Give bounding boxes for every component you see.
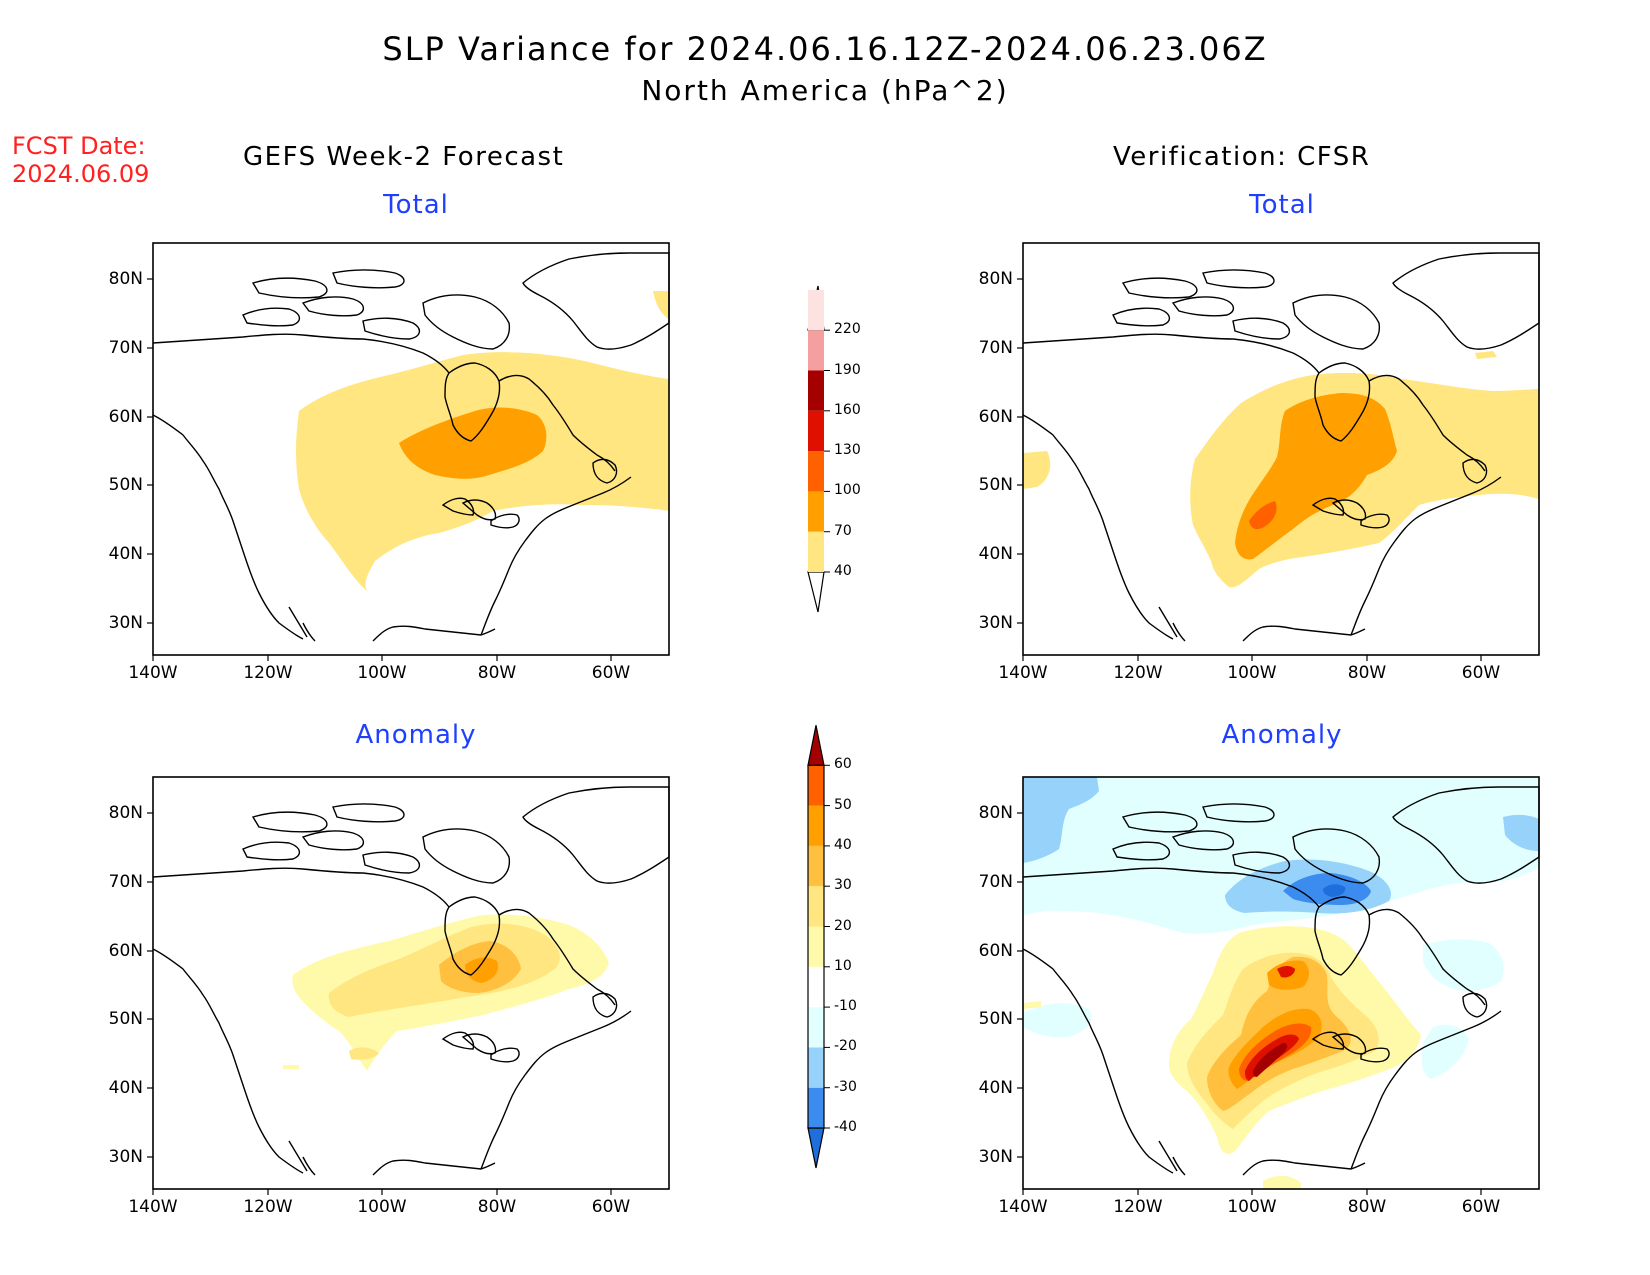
colorbar-total-swatch bbox=[808, 491, 824, 532]
lon-tick-label: 80W bbox=[477, 1197, 517, 1217]
title-line-2: North America (hPa^2) bbox=[641, 74, 1009, 107]
map-panel-cfsr-anomaly bbox=[1016, 776, 1540, 1196]
colorbar-total-swatch bbox=[808, 289, 824, 331]
colorbar-anomaly-swatch bbox=[808, 765, 824, 806]
colorbar-total-label: 190 bbox=[834, 361, 861, 378]
colorbar-total bbox=[807, 285, 830, 613]
lon-tick-label: 100W bbox=[1227, 1197, 1277, 1217]
colorbar-anomaly-swatch bbox=[808, 1007, 824, 1048]
title-line-1: SLP Variance for 2024.06.16.12Z-2024.06.… bbox=[382, 30, 1268, 68]
lat-tick-label: 30N bbox=[978, 1147, 1013, 1167]
lat-tick-label: 80N bbox=[108, 269, 143, 289]
colorbar-anomaly-label: 30 bbox=[834, 877, 852, 894]
lat-tick-label: 50N bbox=[978, 1009, 1013, 1029]
lon-tick-label: 140W bbox=[998, 663, 1048, 683]
colorbar-anomaly-label: -30 bbox=[834, 1078, 857, 1095]
lon-tick-label: 120W bbox=[1113, 1197, 1163, 1217]
lon-tick-label: 140W bbox=[128, 1197, 178, 1217]
lat-tick-label: 80N bbox=[978, 269, 1013, 289]
map-panel-gefs-total bbox=[146, 242, 670, 662]
colorbar-total-label: 160 bbox=[834, 401, 861, 418]
colorbar-anomaly-swatch bbox=[808, 845, 824, 887]
fcst-date-value: 2024.06.09 bbox=[12, 160, 150, 188]
colorbar-anomaly-label: 50 bbox=[834, 796, 852, 813]
lat-tick-label: 60N bbox=[108, 941, 143, 961]
colorbar-anomaly-lower-arrow bbox=[807, 1127, 825, 1169]
lon-tick-label: 60W bbox=[591, 663, 631, 683]
lon-tick-label: 120W bbox=[1113, 663, 1163, 683]
lon-tick-label: 140W bbox=[128, 663, 178, 683]
map-panel-gefs-anomaly bbox=[146, 776, 670, 1196]
lon-tick-label: 120W bbox=[243, 663, 293, 683]
lon-tick-label: 140W bbox=[998, 1197, 1048, 1217]
colorbar-total-lower-arrow bbox=[807, 571, 825, 613]
lon-tick-label: 60W bbox=[591, 1197, 631, 1217]
panel-title-gefs-anomaly: Anomaly bbox=[355, 720, 477, 750]
map-panel-cfsr-total bbox=[1016, 242, 1540, 662]
lat-tick-label: 30N bbox=[978, 613, 1013, 633]
fcst-date-label: FCST Date: bbox=[12, 132, 146, 160]
colorbar-anomaly-swatch bbox=[808, 1087, 824, 1128]
colorbar-total-label: 40 bbox=[834, 563, 852, 579]
lat-tick-label: 50N bbox=[108, 475, 143, 495]
lat-tick-label: 40N bbox=[978, 1078, 1013, 1098]
panel-title-cfsr-anomaly: Anomaly bbox=[1221, 720, 1343, 750]
lat-tick-label: 50N bbox=[108, 1009, 143, 1029]
lat-tick-label: 40N bbox=[108, 544, 143, 564]
colorbar-anomaly-label: 20 bbox=[834, 917, 852, 934]
lat-tick-label: 60N bbox=[978, 407, 1013, 427]
colorbar-anomaly-upper-arrow bbox=[807, 725, 825, 766]
colorbar-anomaly-swatch bbox=[808, 926, 824, 967]
lat-tick-label: 30N bbox=[108, 1147, 143, 1167]
lon-tick-label: 80W bbox=[477, 663, 517, 683]
lat-tick-label: 30N bbox=[108, 613, 143, 633]
colorbar-anomaly-label: -20 bbox=[834, 1038, 857, 1055]
colorbar-total-swatch bbox=[808, 410, 824, 452]
lat-tick-label: 80N bbox=[978, 803, 1013, 823]
colorbar-anomaly-label: -40 bbox=[834, 1119, 857, 1135]
colorbar-total-label: 130 bbox=[834, 442, 861, 459]
colorbar-anomaly bbox=[807, 725, 830, 1169]
colorbar-total-label: 100 bbox=[834, 482, 861, 499]
colorbar-total-swatch bbox=[808, 531, 824, 572]
colorbar-total-swatch bbox=[808, 330, 824, 371]
colorbar-anomaly-label: -10 bbox=[834, 998, 857, 1015]
column-title-left: GEFS Week-2 Forecast bbox=[243, 142, 565, 172]
lon-tick-label: 120W bbox=[243, 1197, 293, 1217]
lat-tick-label: 70N bbox=[108, 338, 143, 358]
colorbar-total-swatch bbox=[808, 370, 824, 411]
lon-tick-label: 80W bbox=[1347, 1197, 1387, 1217]
lon-tick-label: 60W bbox=[1461, 663, 1501, 683]
lat-tick-label: 40N bbox=[108, 1078, 143, 1098]
lat-tick-label: 40N bbox=[978, 544, 1013, 564]
panel-title-cfsr-total: Total bbox=[1249, 190, 1315, 220]
lat-tick-label: 70N bbox=[108, 872, 143, 892]
lat-tick-label: 70N bbox=[978, 338, 1013, 358]
column-title-right: Verification: CFSR bbox=[1113, 142, 1371, 172]
colorbar-anomaly-label: 40 bbox=[834, 836, 852, 853]
colorbar-anomaly-swatch bbox=[808, 1047, 824, 1088]
lat-tick-label: 80N bbox=[108, 803, 143, 823]
lat-tick-label: 50N bbox=[978, 475, 1013, 495]
lon-tick-label: 100W bbox=[357, 1197, 407, 1217]
colorbar-anomaly-label: 10 bbox=[834, 957, 852, 974]
lat-tick-label: 70N bbox=[978, 872, 1013, 892]
colorbar-anomaly-label: 60 bbox=[834, 756, 852, 773]
colorbar-total-swatch bbox=[808, 451, 824, 492]
lon-tick-label: 100W bbox=[1227, 663, 1277, 683]
colorbar-total-label: 220 bbox=[834, 321, 861, 338]
lon-tick-label: 60W bbox=[1461, 1197, 1501, 1217]
colorbar-total-label: 70 bbox=[834, 522, 852, 539]
lon-tick-label: 80W bbox=[1347, 663, 1387, 683]
panel-title-gefs-total: Total bbox=[383, 190, 449, 220]
lat-tick-label: 60N bbox=[978, 941, 1013, 961]
colorbar-anomaly-swatch bbox=[808, 886, 824, 927]
colorbar-anomaly-swatch bbox=[808, 966, 824, 1008]
lat-tick-label: 60N bbox=[108, 407, 143, 427]
colorbar-anomaly-swatch bbox=[808, 805, 824, 846]
lon-tick-label: 100W bbox=[357, 663, 407, 683]
